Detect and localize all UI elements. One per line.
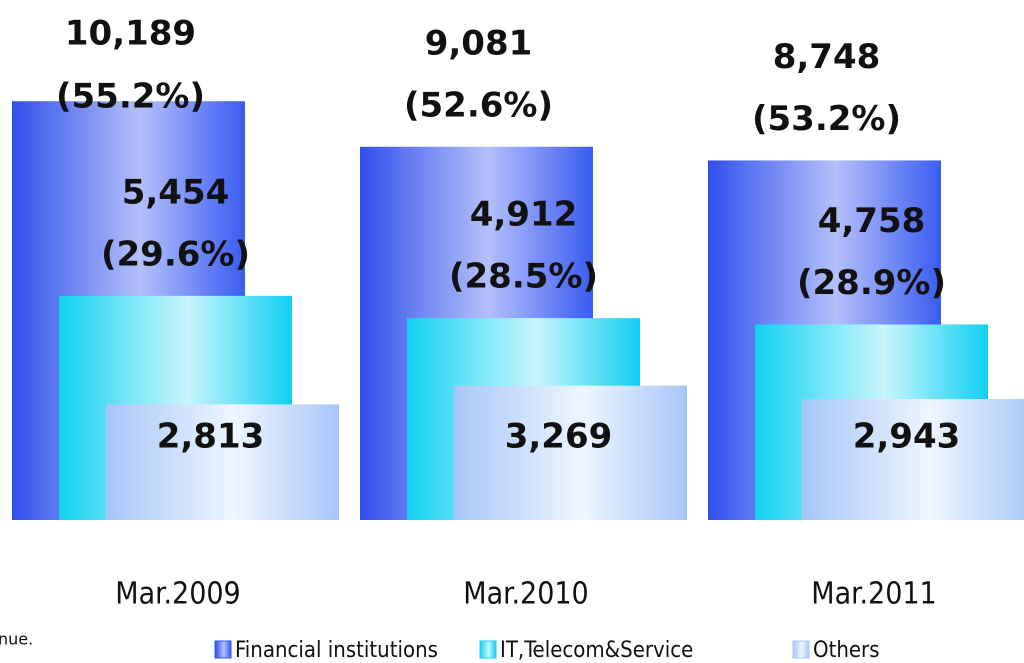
bar: [454, 385, 687, 520]
value-label: 8,748: [773, 37, 881, 77]
value-label: 9,081: [425, 23, 533, 63]
value-label: (28.5%): [449, 257, 598, 297]
value-label: (52.6%): [404, 85, 553, 125]
legend-swatch: [792, 640, 810, 659]
value-label: 5,454: [122, 172, 230, 212]
value-label: (53.2%): [752, 99, 901, 139]
x-tick-label: Mar.2009: [115, 577, 240, 612]
value-label: (28.9%): [797, 263, 946, 303]
legend-swatch: [214, 640, 232, 659]
legend-swatch: [479, 640, 497, 659]
value-label: 2,943: [853, 417, 961, 457]
value-label: (55.2%): [56, 77, 205, 117]
value-label: (29.6%): [101, 234, 250, 274]
legend-label: Financial institutions: [235, 638, 438, 663]
bar: [802, 399, 1024, 520]
x-tick-label: Mar.2011: [811, 577, 936, 612]
value-label: 4,758: [818, 201, 926, 241]
value-label: 4,912: [470, 195, 578, 235]
legend-label: IT,Telecom&Service: [500, 638, 693, 663]
note: nue.: [0, 630, 33, 649]
bar: [106, 404, 339, 520]
x-tick-label: Mar.2010: [463, 577, 588, 612]
legend-label: Others: [813, 638, 880, 663]
value-label: 10,189: [65, 14, 196, 54]
value-label: 2,813: [157, 417, 265, 457]
value-label: 3,269: [505, 417, 613, 457]
